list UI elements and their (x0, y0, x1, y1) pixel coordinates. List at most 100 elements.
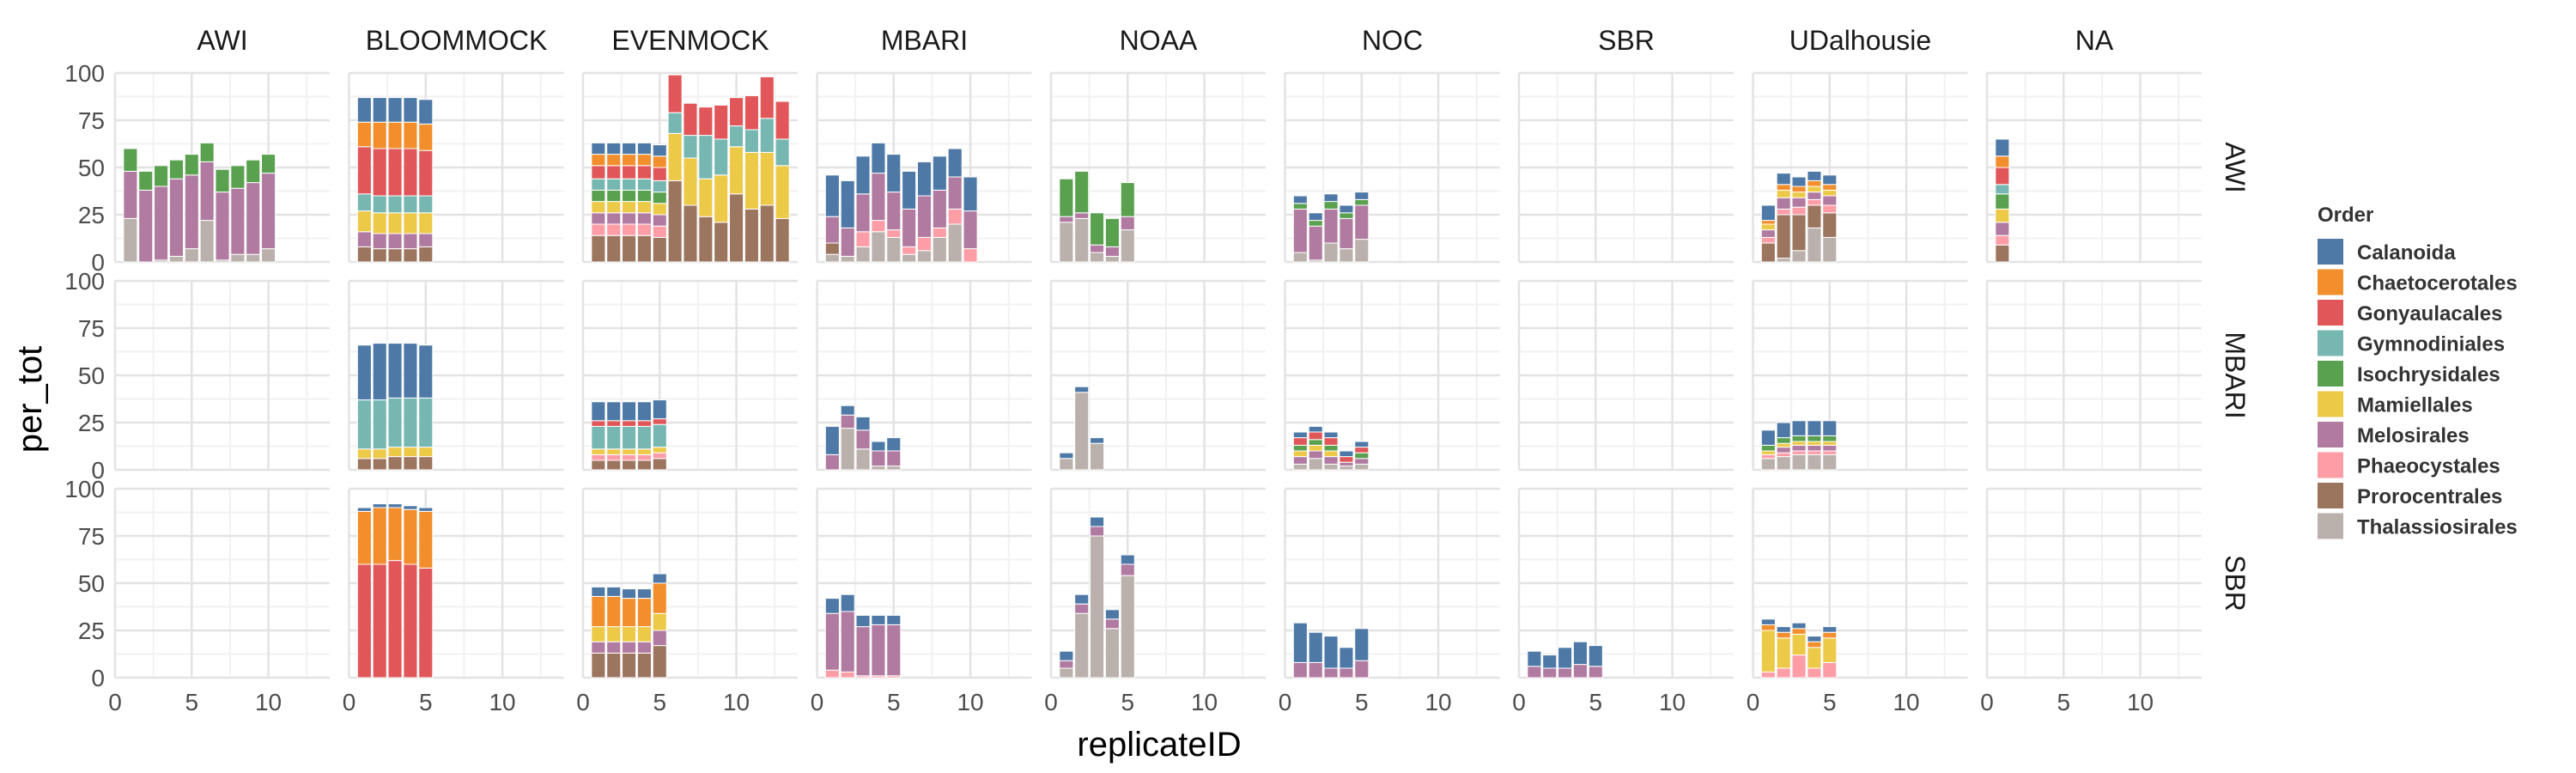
bar-segment (871, 231, 886, 263)
bar-segment (591, 212, 606, 225)
bar-segment (1074, 593, 1090, 605)
bar-segment (1822, 174, 1838, 186)
legend-label: Prorocentrales (2357, 485, 2502, 508)
panel-bars (824, 405, 902, 471)
bar-segment (1995, 167, 2010, 186)
bar-segment (403, 148, 418, 197)
column-strip-label: BLOOMMOCK (366, 25, 548, 56)
legend-label: Calanoida (2357, 241, 2456, 265)
bar-segment (1104, 255, 1120, 263)
y-tick-label: 75 (78, 107, 105, 134)
bar-segment (652, 399, 667, 420)
bar-segment (1760, 223, 1776, 231)
legend-swatch (2318, 452, 2343, 478)
x-tick-label: 10 (957, 689, 983, 715)
bar-segment (1059, 222, 1074, 263)
bar-segment (1308, 431, 1323, 441)
bar-segment (855, 155, 871, 195)
bar-segment (246, 182, 261, 255)
bar-segment (356, 510, 372, 565)
bar-segment (418, 344, 434, 399)
bar-segment (403, 563, 418, 679)
x-tick-label: 0 (1980, 689, 1994, 715)
bar-segment (387, 212, 403, 234)
bar-segment (591, 201, 606, 214)
bar-segment (871, 466, 886, 471)
bar-segment (1323, 450, 1339, 458)
legend-label: Gonyaulacales (2357, 302, 2502, 326)
bar-segment (840, 593, 855, 612)
bar-segment (871, 441, 886, 452)
bar-segment (729, 193, 744, 263)
panel-bars (1292, 622, 1370, 679)
bar-segment (1308, 631, 1323, 663)
bar-segment (636, 189, 652, 203)
bar-segment (1776, 422, 1791, 439)
bar-segment (1822, 195, 1838, 206)
bar-segment (215, 192, 230, 261)
bar-segment (356, 246, 372, 263)
bar-segment (652, 236, 667, 263)
bar-segment (652, 458, 667, 471)
bar-segment (403, 233, 418, 250)
bar-segment (729, 125, 744, 148)
bar-segment (840, 671, 855, 679)
facet-panels (113, 71, 2202, 679)
bar-segment (636, 142, 652, 155)
bar-segment (1354, 447, 1370, 453)
bar-segment (387, 233, 403, 250)
bar-segment (1292, 444, 1308, 452)
bar-segment (824, 253, 840, 263)
bar-segment (963, 248, 978, 263)
row-strip-labels: AWI MBARI SBR (2220, 142, 2251, 612)
legend-label: Phaeocystales (2357, 455, 2500, 478)
bar-segment (1995, 184, 2010, 195)
bar-segment (1354, 458, 1370, 465)
bar-segment (622, 401, 637, 422)
bar-segment (932, 155, 947, 191)
bar-segment (387, 343, 403, 399)
bar-segment (1760, 429, 1776, 446)
bar-segment (591, 586, 606, 597)
bar-segment (759, 204, 775, 263)
x-tick-label: 5 (185, 689, 198, 715)
bar-segment (622, 420, 637, 427)
bar-segment (652, 203, 667, 216)
y-tick-label: 100 (64, 60, 105, 87)
legend-label: Mamiellales (2357, 394, 2473, 417)
bar-segment (1791, 176, 1807, 187)
bar-segment (591, 460, 606, 471)
bar-segment (1776, 637, 1791, 669)
bar-segment (230, 253, 246, 263)
facet-panel (1284, 487, 1500, 679)
bar-segment (261, 173, 276, 250)
bar-segment (606, 460, 622, 471)
bar-segment (1807, 186, 1822, 193)
bar-segment (1323, 208, 1339, 244)
bar-segment (1822, 453, 1838, 471)
bar-segment (886, 192, 902, 231)
facet-panel (1517, 71, 1734, 264)
bar-segment (871, 450, 886, 467)
facet-panel (1517, 279, 1734, 472)
bar-segment (947, 176, 963, 210)
facet-panel (113, 487, 330, 679)
bar-segment (824, 598, 840, 614)
bar-segment (636, 165, 652, 180)
bar-segment (871, 142, 886, 174)
legend-swatch (2318, 422, 2343, 447)
bar-segment (387, 397, 403, 448)
bar-segment (606, 178, 622, 191)
bar-segment (591, 652, 606, 679)
bar-segment (622, 652, 637, 679)
bar-segment (902, 208, 917, 247)
bar-segment (1776, 173, 1791, 186)
bar-segment (403, 397, 418, 448)
bar-segment (744, 208, 759, 263)
bar-segment (1104, 246, 1120, 257)
bar-segment (622, 234, 637, 263)
bar-segment (1822, 450, 1838, 455)
bar-segment (418, 447, 434, 458)
panel-bars (1527, 641, 1603, 679)
bar-segment (1776, 442, 1791, 448)
